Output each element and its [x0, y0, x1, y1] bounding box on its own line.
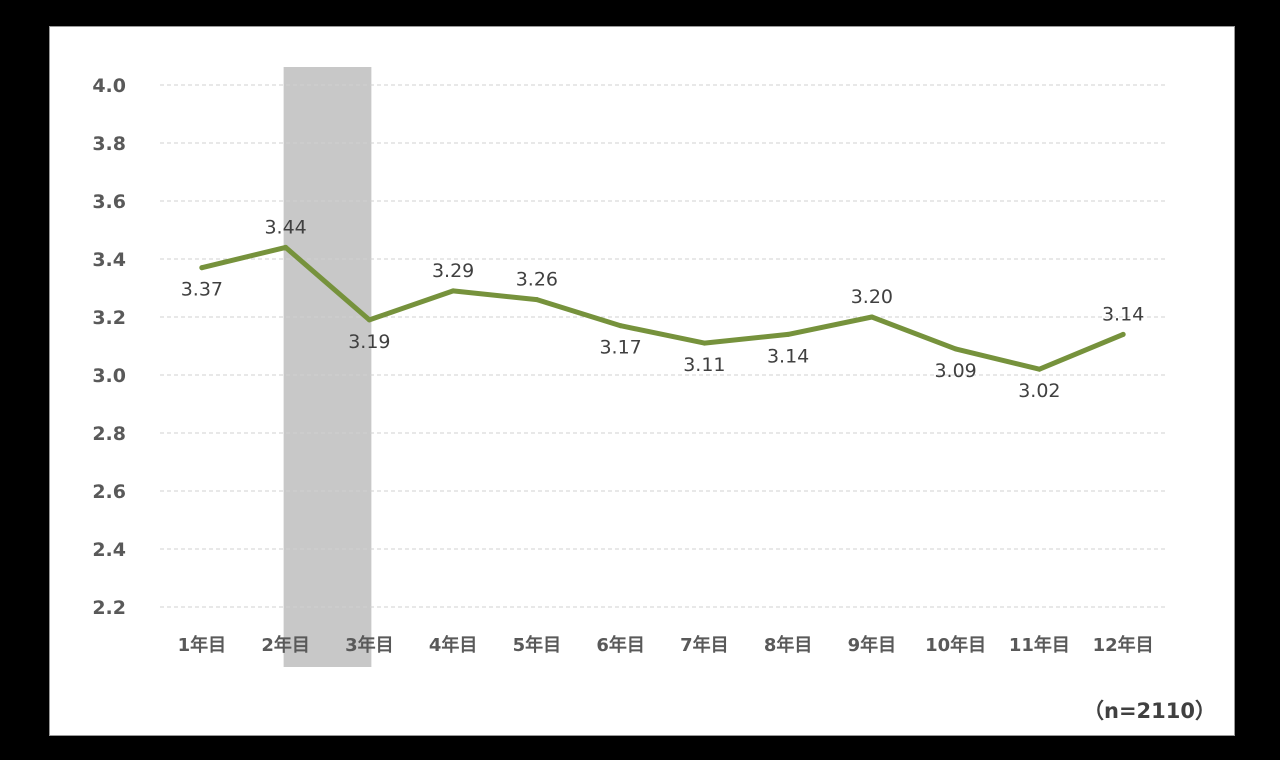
x-tick-label: 9年目 — [848, 634, 897, 656]
data-point — [618, 323, 624, 329]
data-point — [785, 331, 791, 337]
data-label: 3.26 — [516, 269, 558, 291]
y-tick-label: 2.4 — [92, 539, 126, 561]
data-label: 3.14 — [767, 345, 809, 367]
x-tick-label: 11年目 — [1009, 634, 1070, 656]
data-label: 3.20 — [851, 286, 893, 308]
data-label: 3.44 — [264, 216, 306, 238]
x-tick-label: 10年目 — [925, 634, 986, 656]
y-tick-label: 3.4 — [92, 249, 126, 271]
data-point — [450, 288, 456, 294]
data-label: 3.37 — [181, 279, 223, 301]
data-label: 3.09 — [934, 360, 976, 382]
data-point — [1120, 331, 1126, 337]
x-tick-label: 7年目 — [680, 634, 729, 656]
chart-panel: 2.2 2.4 2.6 2.8 3.0 3.2 3.4 3.6 3.8 4.0 1年目 2年目 3年目 4… — [49, 26, 1235, 736]
data-point — [869, 314, 875, 320]
data-point — [701, 340, 707, 346]
data-point — [1036, 366, 1042, 372]
x-tick-label: 2年目 — [261, 634, 310, 656]
data-point — [534, 297, 540, 303]
x-tick-label: 4年目 — [429, 634, 478, 656]
data-point — [953, 346, 959, 352]
data-point — [283, 244, 289, 250]
data-label: 3.02 — [1018, 380, 1060, 402]
y-tick-label: 2.6 — [92, 481, 126, 503]
x-tick-label: 6年目 — [596, 634, 645, 656]
series-line — [199, 244, 1126, 372]
y-tick-label: 2.8 — [92, 423, 126, 445]
data-point — [199, 265, 205, 271]
y-tick-label: 3.0 — [92, 365, 126, 387]
y-tick-label: 4.0 — [92, 75, 126, 97]
data-label: 3.19 — [348, 331, 390, 353]
x-tick-label: 1年目 — [178, 634, 227, 656]
data-label: 3.17 — [599, 337, 641, 359]
y-tick-label: 3.2 — [92, 307, 126, 329]
data-label: 3.11 — [683, 354, 725, 376]
y-tick-label: 2.2 — [92, 597, 126, 619]
data-point — [366, 317, 372, 323]
data-label: 3.14 — [1102, 303, 1144, 325]
data-label: 3.29 — [432, 260, 474, 282]
x-tick-label: 8年目 — [764, 634, 813, 656]
x-tick-label: 5年目 — [513, 634, 562, 656]
x-tick-label: 12年目 — [1093, 634, 1154, 656]
line-chart: 2.2 2.4 2.6 2.8 3.0 3.2 3.4 3.6 3.8 4.0 1年目 2年目 3年目 4… — [92, 67, 1165, 667]
x-tick-label: 3年目 — [345, 634, 394, 656]
y-tick-label: 3.6 — [92, 191, 126, 213]
y-tick-label: 3.8 — [92, 133, 126, 155]
sample-size-note: （n=2110） — [1083, 699, 1216, 723]
highlight-band — [283, 67, 372, 667]
